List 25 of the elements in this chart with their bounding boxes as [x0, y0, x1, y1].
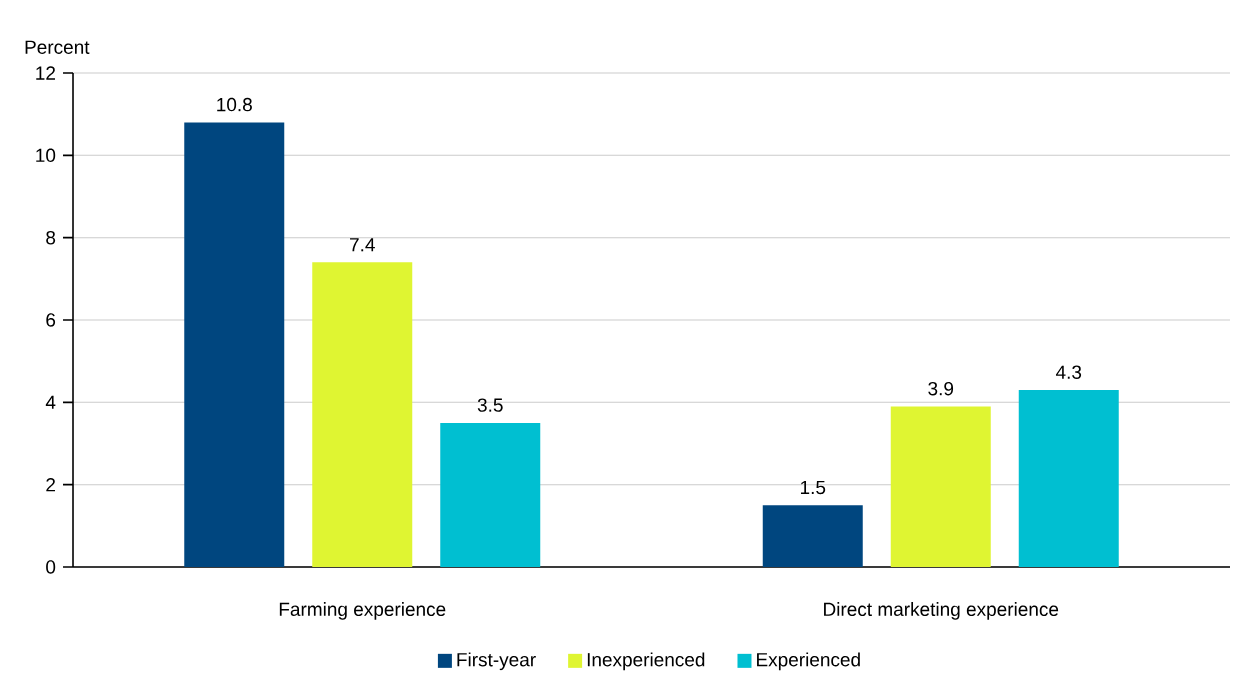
legend-label: Inexperienced: [587, 652, 705, 671]
legend-label: First-year: [457, 652, 536, 671]
bar: [184, 122, 285, 567]
data-label: 7.4: [350, 238, 375, 252]
data-label: 3.9: [928, 381, 954, 396]
data-label: 1.5: [800, 480, 826, 495]
data-label: 10.8: [217, 97, 252, 112]
data-label: 4.3: [1055, 365, 1082, 379]
y-tick-label: 10: [36, 148, 56, 163]
bar: [890, 406, 991, 567]
y-tick-label: 4: [45, 395, 56, 409]
bar: [1018, 389, 1119, 567]
y-tick-label: 6: [46, 313, 56, 327]
y-tick-label: 12: [36, 66, 55, 80]
y-tick-label: 8: [46, 230, 56, 245]
data-label: 3.5: [477, 398, 503, 412]
y-tick-label: 0: [46, 560, 56, 574]
y-tick-label: 2: [46, 478, 55, 492]
bar: [762, 505, 863, 567]
x-tick-label: Direct marketing experience: [824, 602, 1059, 620]
x-tick-label: Farming experience: [279, 602, 446, 620]
bar: [440, 422, 541, 567]
y-axis-title: Percent: [25, 40, 90, 54]
bar: [312, 262, 413, 567]
legend-label: Experienced: [757, 652, 860, 671]
